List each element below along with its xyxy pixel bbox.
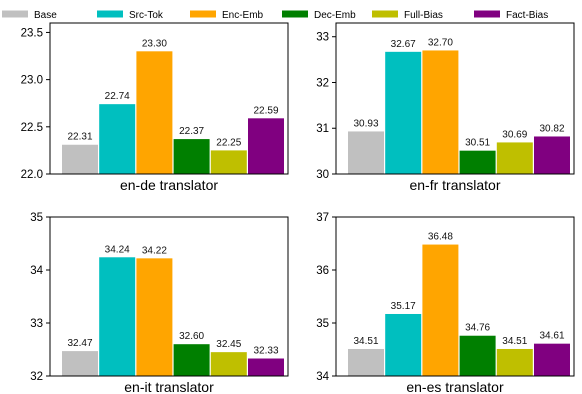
- x-axis-label: en-de translator: [120, 177, 218, 193]
- value-label: 23.30: [142, 38, 167, 49]
- y-tick-label: 31: [316, 123, 329, 135]
- bar-base: [62, 144, 98, 174]
- y-tick-label: 36: [316, 265, 329, 277]
- legend-label: Base: [34, 10, 57, 21]
- plot-frame: [49, 216, 289, 377]
- value-label: 32.33: [253, 346, 278, 357]
- plot-frame: [335, 22, 575, 175]
- legend: Base Src-Tok Enc-Emb Dec-Emb Full-Bias Fact-B…: [2, 10, 548, 21]
- value-label: 34.76: [465, 323, 490, 334]
- value-label: 22.74: [105, 91, 130, 102]
- y-tick-label: 33: [316, 32, 329, 44]
- bar-base: [348, 348, 384, 376]
- value-label: 34.61: [539, 331, 564, 342]
- bar-enc-emb: [422, 50, 459, 174]
- x-axis-label: en-it translator: [124, 379, 214, 394]
- x-axis-label: en-es translator: [406, 379, 504, 394]
- value-label: 22.31: [67, 132, 92, 143]
- bar-dec-emb: [459, 335, 496, 376]
- y-tick-label: 22.5: [21, 122, 43, 134]
- legend-label: Fact-Bias: [506, 10, 548, 21]
- value-label: 22.59: [253, 105, 278, 116]
- value-label: 30.51: [465, 138, 490, 149]
- value-label: 32.45: [216, 339, 241, 350]
- bar-full-bias: [496, 348, 533, 376]
- legend-label: Src-Tok: [129, 10, 164, 21]
- bar-full-bias: [496, 142, 533, 174]
- value-label: 32.70: [428, 37, 453, 48]
- bar-fact-bias: [534, 343, 570, 376]
- bar-enc-emb: [136, 51, 173, 174]
- value-label: 32.60: [179, 331, 204, 342]
- bar-src-tok: [99, 104, 136, 174]
- value-label: 30.69: [502, 129, 527, 140]
- x-axis-label: en-fr translator: [409, 177, 500, 193]
- value-label: 32.67: [391, 39, 416, 50]
- bar-fact-bias: [248, 358, 284, 376]
- bar-full-bias: [210, 150, 247, 174]
- y-tick-label: 33: [30, 318, 43, 330]
- panel-en-es: 34 35 36 37 34.51 35.17 36.48 34.76 34.51 34.61 en…: [316, 212, 575, 394]
- bar-fact-bias: [534, 136, 570, 174]
- y-tick-label: 22.0: [21, 169, 43, 181]
- value-label: 34.22: [142, 245, 167, 256]
- y-tick-label: 32: [316, 77, 329, 89]
- y-tick-label: 34: [30, 265, 43, 277]
- bar-src-tok: [385, 51, 422, 175]
- value-label: 34.24: [105, 244, 130, 255]
- bar-dec-emb: [173, 139, 210, 174]
- value-label: 34.51: [502, 336, 527, 347]
- legend-label: Full-Bias: [404, 10, 443, 21]
- bar-enc-emb: [422, 244, 459, 376]
- y-tick-label: 37: [316, 212, 329, 224]
- y-tick-label: 35: [316, 318, 329, 330]
- bar-src-tok: [385, 313, 422, 376]
- bar-fact-bias: [248, 118, 284, 174]
- bar-base: [62, 351, 98, 376]
- value-label: 36.48: [428, 232, 453, 243]
- y-tick-label: 23.5: [21, 27, 43, 39]
- bar-dec-emb: [173, 344, 210, 376]
- panel-en-it: 32 33 34 35 32.47 34.24 34.22 32.60 32.45 32.33 en…: [30, 212, 289, 394]
- panel-en-de: 22.0 22.5 23.0 23.5 22.31 22.74 23.30 22.37 22.2…: [21, 22, 289, 193]
- y-tick-label: 32: [30, 371, 43, 383]
- value-label: 30.82: [539, 123, 564, 134]
- value-label: 22.25: [216, 137, 241, 148]
- panel-en-fr: 30 31 32 33 30.93 32.67 32.70 30.51 30.69 30.82 en…: [316, 22, 575, 193]
- value-label: 34.51: [353, 336, 378, 347]
- value-label: 35.17: [391, 301, 416, 312]
- bar-full-bias: [210, 352, 247, 376]
- value-label: 22.37: [179, 126, 204, 137]
- bar-base: [348, 131, 384, 174]
- plot-frame: [49, 22, 289, 175]
- y-tick-label: 30: [316, 169, 329, 181]
- plot-frame: [335, 216, 575, 377]
- bar-enc-emb: [136, 258, 173, 376]
- bar-src-tok: [99, 257, 136, 376]
- y-tick-label: 23.0: [21, 75, 43, 87]
- legend-label: Dec-Emb: [314, 10, 356, 21]
- y-tick-label: 35: [30, 212, 43, 224]
- legend-label: Enc-Emb: [222, 10, 264, 21]
- y-tick-label: 34: [316, 371, 329, 383]
- bar-dec-emb: [459, 150, 496, 174]
- value-label: 32.47: [67, 338, 92, 349]
- value-label: 30.93: [353, 118, 378, 129]
